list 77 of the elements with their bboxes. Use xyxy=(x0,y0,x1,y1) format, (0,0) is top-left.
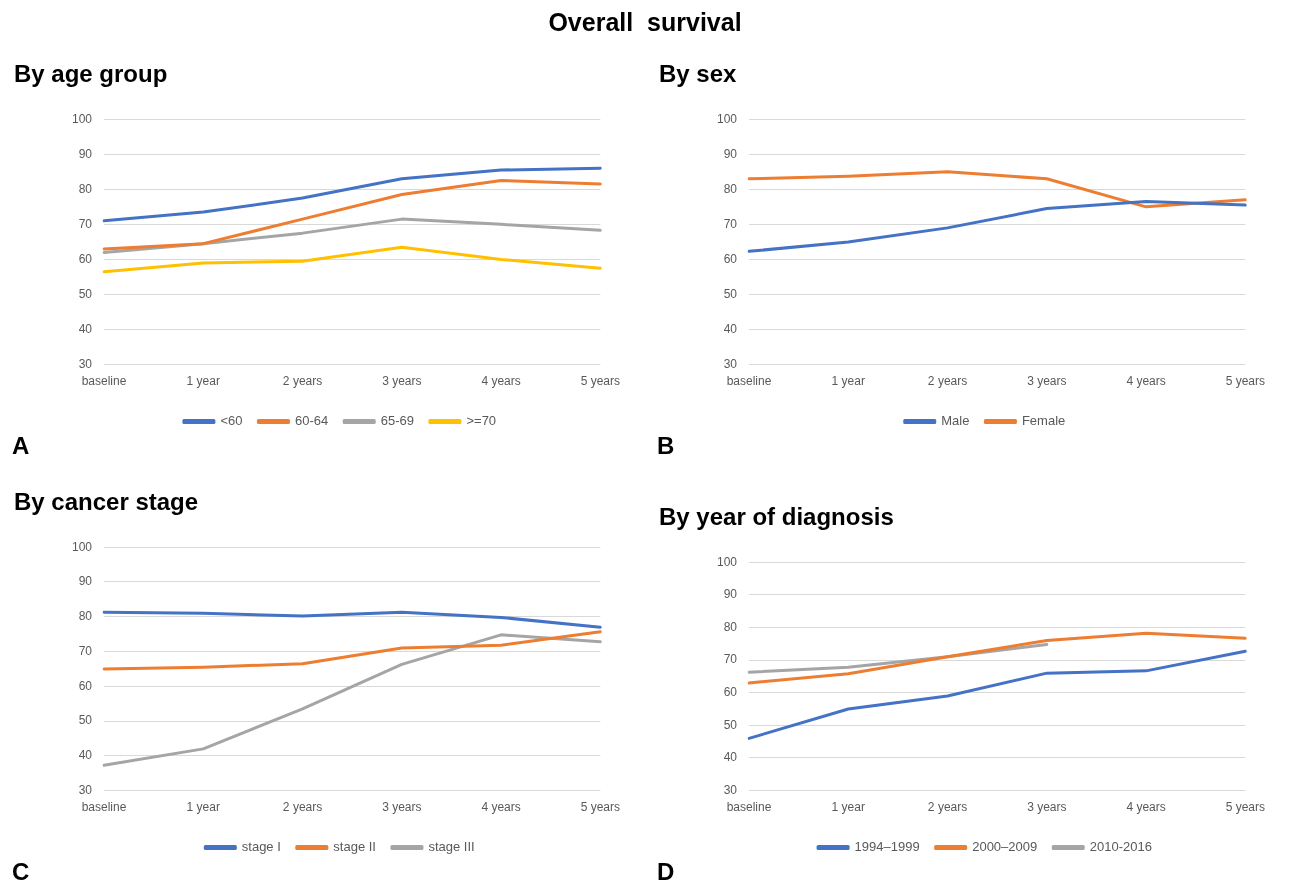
chart-title: By sex xyxy=(659,60,737,88)
y-tick-label: 50 xyxy=(723,717,738,732)
y-tick-label: 80 xyxy=(723,619,738,634)
y-tick-label: 70 xyxy=(723,652,738,667)
legend-label: stage I xyxy=(241,839,281,855)
x-tick-label: 4 years xyxy=(1126,800,1166,815)
x-tick-label: 3 years xyxy=(1027,800,1067,815)
x-tick-label: 1 year xyxy=(186,374,220,389)
x-tick-label: baseline xyxy=(81,800,127,815)
x-tick-label: 4 years xyxy=(481,374,521,389)
y-tick-label: 80 xyxy=(78,609,93,624)
y-tick-label: 50 xyxy=(723,286,738,301)
y-tick-label: 60 xyxy=(78,251,93,266)
y-tick-label: 90 xyxy=(723,587,738,602)
y-tick-label: 40 xyxy=(78,748,93,763)
legend-label: 65-69 xyxy=(380,413,414,429)
y-tick-label: 40 xyxy=(723,750,738,765)
y-tick-label: 40 xyxy=(723,321,738,336)
x-tick-label: baseline xyxy=(726,800,772,815)
legend-label: Male xyxy=(941,413,970,429)
y-tick-label: 50 xyxy=(78,713,93,728)
x-tick-label: 1 year xyxy=(831,374,865,389)
y-tick-label: 30 xyxy=(78,782,93,797)
x-tick-label: 1 year xyxy=(186,800,220,815)
y-tick-label: 70 xyxy=(78,216,93,231)
legend-label: 2010-2016 xyxy=(1089,839,1152,855)
x-tick-label: 4 years xyxy=(481,800,521,815)
y-tick-label: 80 xyxy=(723,181,738,196)
y-tick-label: 100 xyxy=(71,539,93,554)
y-tick-label: 90 xyxy=(78,146,93,161)
x-tick-label: baseline xyxy=(81,374,127,389)
legend-label: stage III xyxy=(428,839,475,855)
x-tick-label: baseline xyxy=(726,374,772,389)
chart-title: By age group xyxy=(14,60,168,88)
y-tick-label: 50 xyxy=(78,286,93,301)
x-tick-label: 2 years xyxy=(282,800,323,815)
x-tick-label: 2 years xyxy=(927,374,968,389)
y-tick-label: 90 xyxy=(78,574,93,589)
y-tick-label: 80 xyxy=(78,181,93,196)
x-tick-label: 5 years xyxy=(1225,800,1265,815)
x-tick-label: 3 years xyxy=(382,374,422,389)
y-tick-label: 70 xyxy=(78,643,93,658)
x-tick-label: 1 year xyxy=(831,800,865,815)
y-tick-label: 100 xyxy=(716,554,738,569)
text: C xyxy=(12,858,30,886)
y-tick-label: 30 xyxy=(723,782,738,797)
x-tick-label: 5 years xyxy=(1225,374,1265,389)
text: B xyxy=(657,432,675,460)
y-tick-label: 60 xyxy=(78,678,93,693)
legend-label: stage II xyxy=(333,839,376,855)
legend-label: Female xyxy=(1021,413,1066,429)
legend-label: 60-64 xyxy=(294,413,329,429)
legend-label: <60 xyxy=(220,413,243,429)
x-tick-label: 5 years xyxy=(580,374,620,389)
x-tick-label: 2 years xyxy=(282,374,323,389)
y-tick-label: 100 xyxy=(71,111,93,126)
x-tick-label: 2 years xyxy=(927,800,968,815)
x-tick-label: 3 years xyxy=(1027,374,1067,389)
y-tick-label: 90 xyxy=(723,146,738,161)
y-tick-label: 30 xyxy=(723,356,738,371)
legend-label: >=70 xyxy=(466,413,497,429)
legend-label: 1994–1999 xyxy=(854,839,920,855)
chart-title: By year of diagnosis xyxy=(659,503,894,531)
text: A xyxy=(12,432,30,460)
chart-title: By cancer stage xyxy=(14,488,199,516)
y-tick-label: 30 xyxy=(78,356,93,371)
x-tick-label: 5 years xyxy=(580,800,620,815)
y-tick-label: 40 xyxy=(78,321,93,336)
legend-label: 2000–2009 xyxy=(972,839,1038,855)
y-tick-label: 70 xyxy=(723,216,738,231)
text: Overall survival xyxy=(547,8,743,37)
y-tick-label: 60 xyxy=(723,251,738,266)
x-tick-label: 4 years xyxy=(1126,374,1166,389)
text: D xyxy=(657,858,675,886)
y-tick-label: 100 xyxy=(716,111,738,126)
y-tick-label: 60 xyxy=(723,685,738,700)
x-tick-label: 3 years xyxy=(382,800,422,815)
